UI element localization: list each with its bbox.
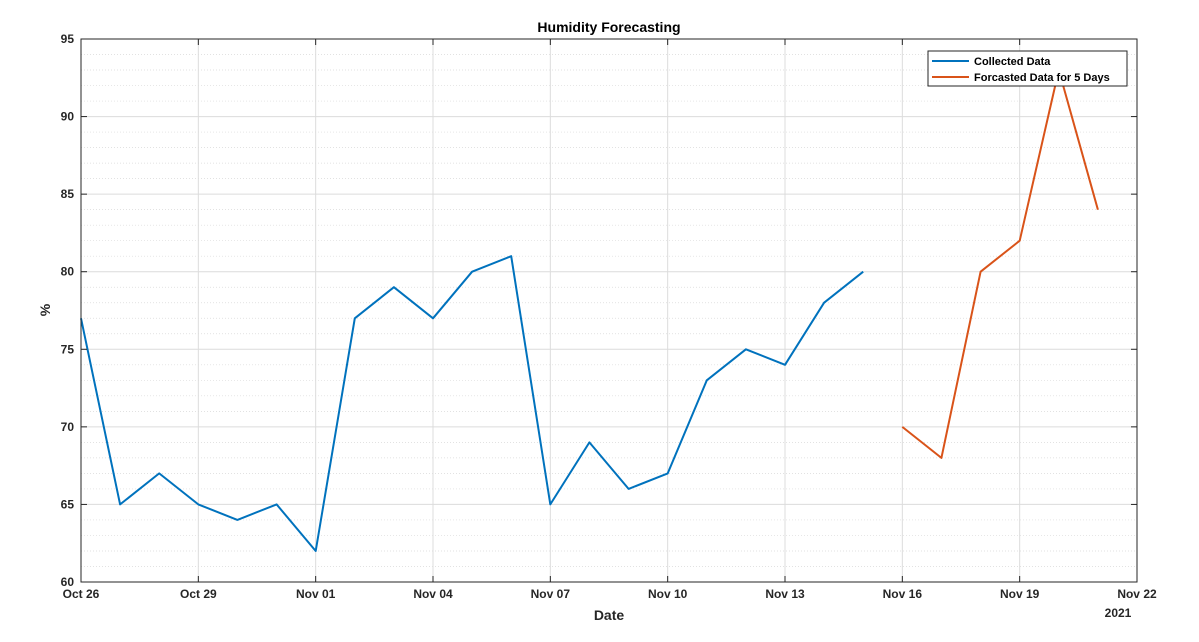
major-grid xyxy=(81,39,1137,582)
x-tick-label: Nov 07 xyxy=(531,587,571,601)
y-tick-label: 85 xyxy=(61,187,75,201)
x-tick-label: Nov 01 xyxy=(296,587,336,601)
legend: Collected Data Forcasted Data for 5 Days xyxy=(927,50,1128,87)
y-tick-label: 95 xyxy=(61,32,75,46)
y-tick-label: 90 xyxy=(61,110,75,124)
minor-grid xyxy=(81,54,1137,567)
y-tick-label: 80 xyxy=(61,265,75,279)
axis-ticks xyxy=(80,38,1138,583)
legend-label-forecast: Forcasted Data for 5 Days xyxy=(974,72,1110,84)
x-tick-label: Oct 29 xyxy=(180,587,217,601)
plot-background xyxy=(81,39,1137,582)
series-line-collected xyxy=(80,255,864,552)
y-tick-label: 75 xyxy=(61,342,75,356)
plot-frame xyxy=(80,38,1138,583)
x-tick-label: Nov 04 xyxy=(413,587,453,601)
x-tick-label: Nov 13 xyxy=(765,587,805,601)
y-tick-label: 65 xyxy=(61,497,75,511)
y-axis-title: % xyxy=(37,303,53,316)
x-axis-title: Date xyxy=(594,607,625,623)
chart-title: Humidity Forecasting xyxy=(537,19,680,35)
series-line-forecast xyxy=(901,69,1099,459)
x-tick-label: Nov 16 xyxy=(883,587,923,601)
series-layer xyxy=(80,69,1099,552)
x-tick-label: Nov 19 xyxy=(1000,587,1040,601)
x-axis-secondary-label: 2021 xyxy=(1105,606,1132,620)
x-tick-label: Nov 10 xyxy=(648,587,688,601)
axis-tick-labels: 60 65 70 75 80 85 90 95 Oct 26 Oct 29 Nov 01 Nov 04… xyxy=(61,32,1157,601)
y-tick-label: 70 xyxy=(61,420,75,434)
legend-label-collected: Collected Data xyxy=(974,56,1051,68)
x-tick-label: Nov 22 xyxy=(1117,587,1157,601)
legend-box xyxy=(927,50,1128,87)
y-tick-label: 60 xyxy=(61,575,75,589)
x-tick-label: Oct 26 xyxy=(63,587,100,601)
